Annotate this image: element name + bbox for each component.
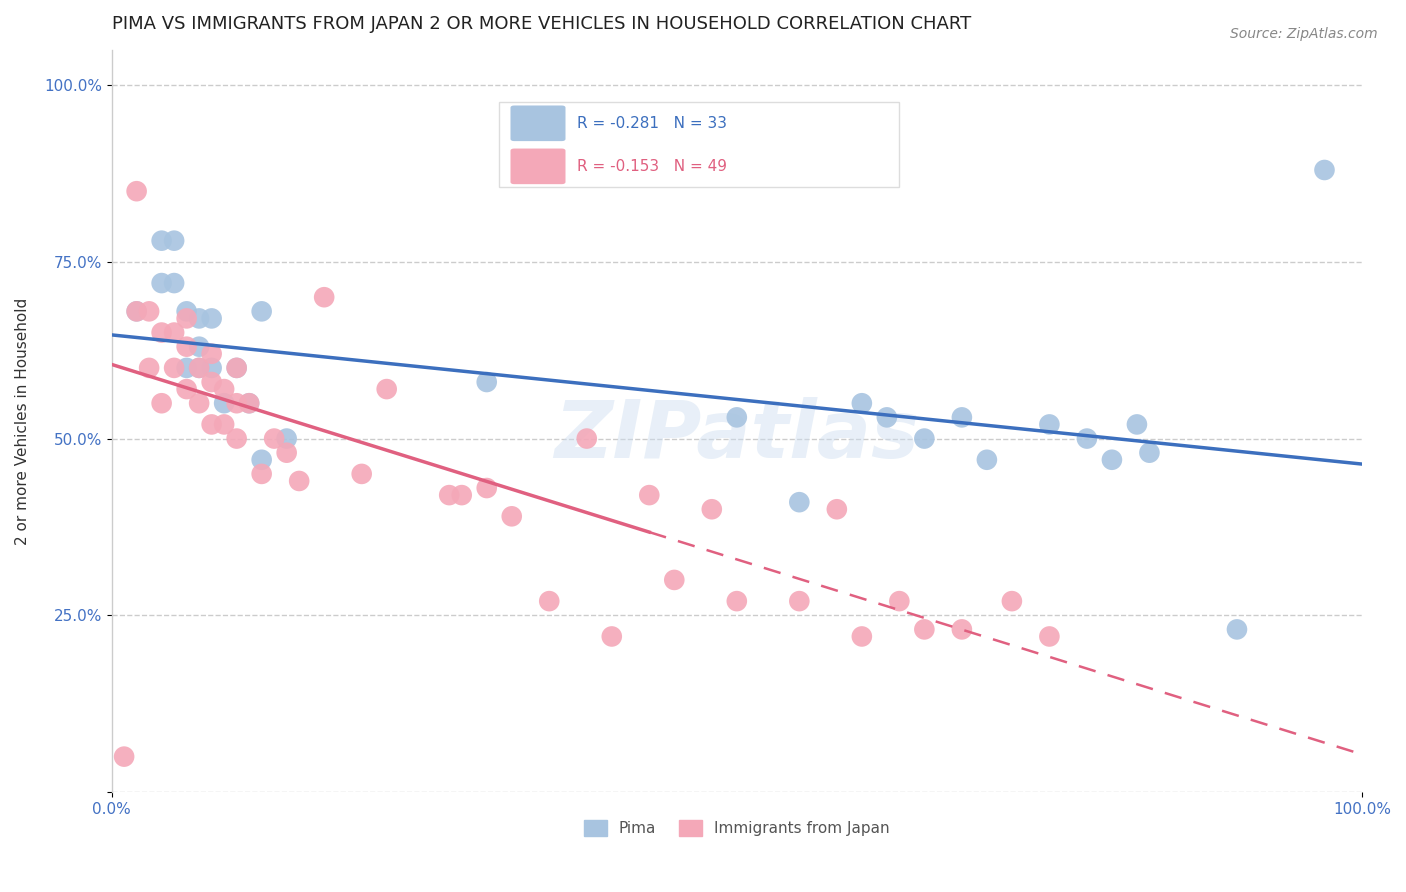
Point bbox=[176, 382, 198, 396]
Point bbox=[575, 432, 598, 446]
Point bbox=[1101, 452, 1123, 467]
Point bbox=[225, 360, 247, 375]
Point bbox=[725, 410, 748, 425]
Point bbox=[1139, 446, 1161, 460]
Point bbox=[250, 304, 273, 318]
Point bbox=[1313, 163, 1336, 178]
Point bbox=[225, 396, 247, 410]
Point bbox=[163, 326, 186, 340]
Point bbox=[188, 360, 211, 375]
Point bbox=[201, 417, 224, 432]
Point bbox=[188, 311, 211, 326]
Point bbox=[889, 594, 911, 608]
Point bbox=[212, 396, 235, 410]
Point bbox=[437, 488, 460, 502]
Point bbox=[176, 340, 198, 354]
Point bbox=[125, 304, 148, 318]
Point bbox=[475, 481, 498, 495]
Point bbox=[1038, 417, 1060, 432]
Point bbox=[600, 630, 623, 644]
Point bbox=[188, 340, 211, 354]
Point bbox=[188, 396, 211, 410]
Point bbox=[201, 311, 224, 326]
Point bbox=[163, 276, 186, 290]
Point bbox=[238, 396, 260, 410]
Point bbox=[163, 234, 186, 248]
Point bbox=[664, 573, 686, 587]
Point bbox=[638, 488, 661, 502]
Point bbox=[163, 360, 186, 375]
Text: PIMA VS IMMIGRANTS FROM JAPAN 2 OR MORE VEHICLES IN HOUSEHOLD CORRELATION CHART: PIMA VS IMMIGRANTS FROM JAPAN 2 OR MORE … bbox=[111, 15, 972, 33]
Point bbox=[138, 304, 160, 318]
Point bbox=[125, 304, 148, 318]
Point bbox=[276, 446, 298, 460]
Point bbox=[288, 474, 311, 488]
Point bbox=[375, 382, 398, 396]
Point bbox=[725, 594, 748, 608]
Point bbox=[314, 290, 336, 304]
Text: Source: ZipAtlas.com: Source: ZipAtlas.com bbox=[1230, 27, 1378, 41]
Point bbox=[851, 396, 873, 410]
Point bbox=[700, 502, 723, 516]
Point bbox=[1038, 630, 1060, 644]
Point bbox=[1076, 432, 1098, 446]
Point bbox=[950, 410, 973, 425]
Point bbox=[912, 623, 935, 637]
Point bbox=[276, 432, 298, 446]
Point bbox=[150, 396, 173, 410]
Point bbox=[263, 432, 285, 446]
Point bbox=[238, 396, 260, 410]
Point bbox=[250, 467, 273, 481]
Point bbox=[138, 360, 160, 375]
Point bbox=[201, 375, 224, 389]
FancyBboxPatch shape bbox=[510, 149, 565, 184]
Point bbox=[475, 375, 498, 389]
Point bbox=[851, 630, 873, 644]
Point bbox=[876, 410, 898, 425]
Text: R = -0.281   N = 33: R = -0.281 N = 33 bbox=[576, 116, 727, 131]
Point bbox=[188, 360, 211, 375]
Text: R = -0.153   N = 49: R = -0.153 N = 49 bbox=[576, 159, 727, 174]
Point bbox=[950, 623, 973, 637]
Point bbox=[201, 360, 224, 375]
Point bbox=[225, 432, 247, 446]
Point bbox=[1001, 594, 1024, 608]
Point bbox=[225, 360, 247, 375]
FancyBboxPatch shape bbox=[499, 102, 900, 187]
Text: ZIPatlas: ZIPatlas bbox=[554, 397, 920, 475]
Point bbox=[150, 276, 173, 290]
Point bbox=[176, 311, 198, 326]
Y-axis label: 2 or more Vehicles in Household: 2 or more Vehicles in Household bbox=[15, 297, 30, 544]
Point bbox=[250, 452, 273, 467]
Point bbox=[201, 347, 224, 361]
Point bbox=[912, 432, 935, 446]
Point bbox=[176, 360, 198, 375]
Point bbox=[112, 749, 135, 764]
Point bbox=[976, 452, 998, 467]
Point bbox=[1226, 623, 1249, 637]
Point bbox=[538, 594, 561, 608]
Point bbox=[450, 488, 472, 502]
Point bbox=[150, 326, 173, 340]
Point bbox=[1126, 417, 1149, 432]
Point bbox=[212, 382, 235, 396]
Point bbox=[212, 417, 235, 432]
Point bbox=[789, 495, 811, 509]
Point bbox=[789, 594, 811, 608]
Point bbox=[176, 304, 198, 318]
Point bbox=[501, 509, 523, 524]
FancyBboxPatch shape bbox=[510, 105, 565, 141]
Point bbox=[825, 502, 848, 516]
Legend: Pima, Immigrants from Japan: Pima, Immigrants from Japan bbox=[583, 821, 890, 837]
Point bbox=[125, 184, 148, 198]
Point bbox=[150, 234, 173, 248]
Point bbox=[350, 467, 373, 481]
